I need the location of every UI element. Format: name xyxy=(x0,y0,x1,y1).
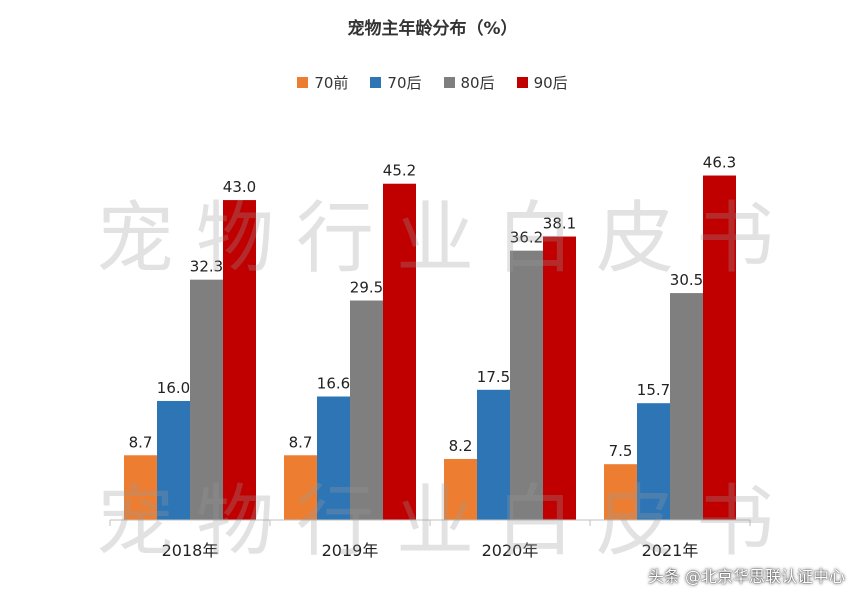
legend-swatch xyxy=(370,77,382,88)
watermark-char: 行 xyxy=(296,477,374,567)
watermark-char: 宠 xyxy=(96,477,174,567)
bar-3-2 xyxy=(543,236,576,520)
watermark-char: 皮 xyxy=(596,194,674,284)
bar-1-3 xyxy=(637,403,670,520)
bar-1-2 xyxy=(477,389,510,520)
watermark-char: 物 xyxy=(196,477,274,567)
legend: 70前 70后 80后 90后 xyxy=(0,72,865,93)
value-label: 17.5 xyxy=(477,368,510,386)
legend-label: 90后 xyxy=(533,74,568,92)
value-label: 30.5 xyxy=(670,271,703,289)
legend-swatch xyxy=(297,77,309,88)
footer-credit: 头条 @北京华思联认证中心 xyxy=(647,567,845,586)
watermark-char: 皮 xyxy=(596,477,674,567)
bar-0-1 xyxy=(284,455,317,520)
bar-2-3 xyxy=(670,293,703,520)
legend-item-2: 80后 xyxy=(443,72,495,93)
value-label: 46.3 xyxy=(703,154,736,172)
watermark-char: 宠 xyxy=(96,194,174,284)
value-label: 8.2 xyxy=(449,437,473,455)
value-label: 32.3 xyxy=(190,258,223,276)
bar-0-0 xyxy=(124,455,157,520)
category-label: 2021年 xyxy=(642,541,699,560)
watermark-char: 业 xyxy=(396,194,474,284)
value-label: 15.7 xyxy=(637,381,670,399)
bar-1-0 xyxy=(157,400,190,520)
watermark-char: 物 xyxy=(196,194,274,284)
chart-title: 宠物主年龄分布（%） xyxy=(347,19,518,39)
legend-label: 70前 xyxy=(314,74,349,92)
bar-2-0 xyxy=(190,279,223,520)
value-label: 8.7 xyxy=(129,433,153,451)
legend-item-0: 70前 xyxy=(297,72,348,93)
bar-0-2 xyxy=(444,458,477,520)
watermark-char: 白 xyxy=(496,194,574,284)
category-label: 2020年 xyxy=(482,541,539,560)
value-label: 16.0 xyxy=(157,379,190,397)
legend-swatch xyxy=(516,77,528,88)
legend-item-3: 90后 xyxy=(516,72,568,93)
category-label: 2018年 xyxy=(162,541,219,560)
watermark-char: 业 xyxy=(396,477,474,567)
bars-layer xyxy=(124,175,736,520)
bar-1-1 xyxy=(317,396,350,520)
value-label: 36.2 xyxy=(510,229,543,247)
value-label: 7.5 xyxy=(609,442,633,460)
bar-3-0 xyxy=(223,200,256,520)
watermark-char: 书 xyxy=(696,477,774,567)
value-label: 43.0 xyxy=(223,178,256,196)
category-label: 2019年 xyxy=(322,541,379,560)
value-label: 8.7 xyxy=(289,433,313,451)
legend-swatch xyxy=(443,77,455,88)
value-label: 29.5 xyxy=(350,279,383,297)
value-labels-layer: 8.7 16.0 32.3 43.0 8.7 16.6 29.5 45.2 8.2 17.5 36.… xyxy=(129,154,737,461)
value-label: 45.2 xyxy=(383,162,416,180)
watermark-char: 行 xyxy=(296,194,374,284)
bar-3-1 xyxy=(383,183,416,520)
watermark-char: 白 xyxy=(496,477,574,567)
value-label: 38.1 xyxy=(543,215,576,233)
legend-item-1: 70后 xyxy=(370,72,422,93)
legend-label: 80后 xyxy=(460,74,495,92)
watermark: 宠物行业白皮书宠物行业白皮书 xyxy=(96,194,774,567)
legend-label: 70后 xyxy=(387,74,422,92)
bar-3-3 xyxy=(703,175,736,520)
value-label: 16.6 xyxy=(317,374,350,392)
x-axis: 2018年 2019年 2020年 2021年 xyxy=(109,519,751,560)
bar-2-2 xyxy=(510,250,543,520)
bar-2-1 xyxy=(350,300,383,520)
watermark-char: 书 xyxy=(696,194,774,284)
bar-0-3 xyxy=(604,464,637,520)
